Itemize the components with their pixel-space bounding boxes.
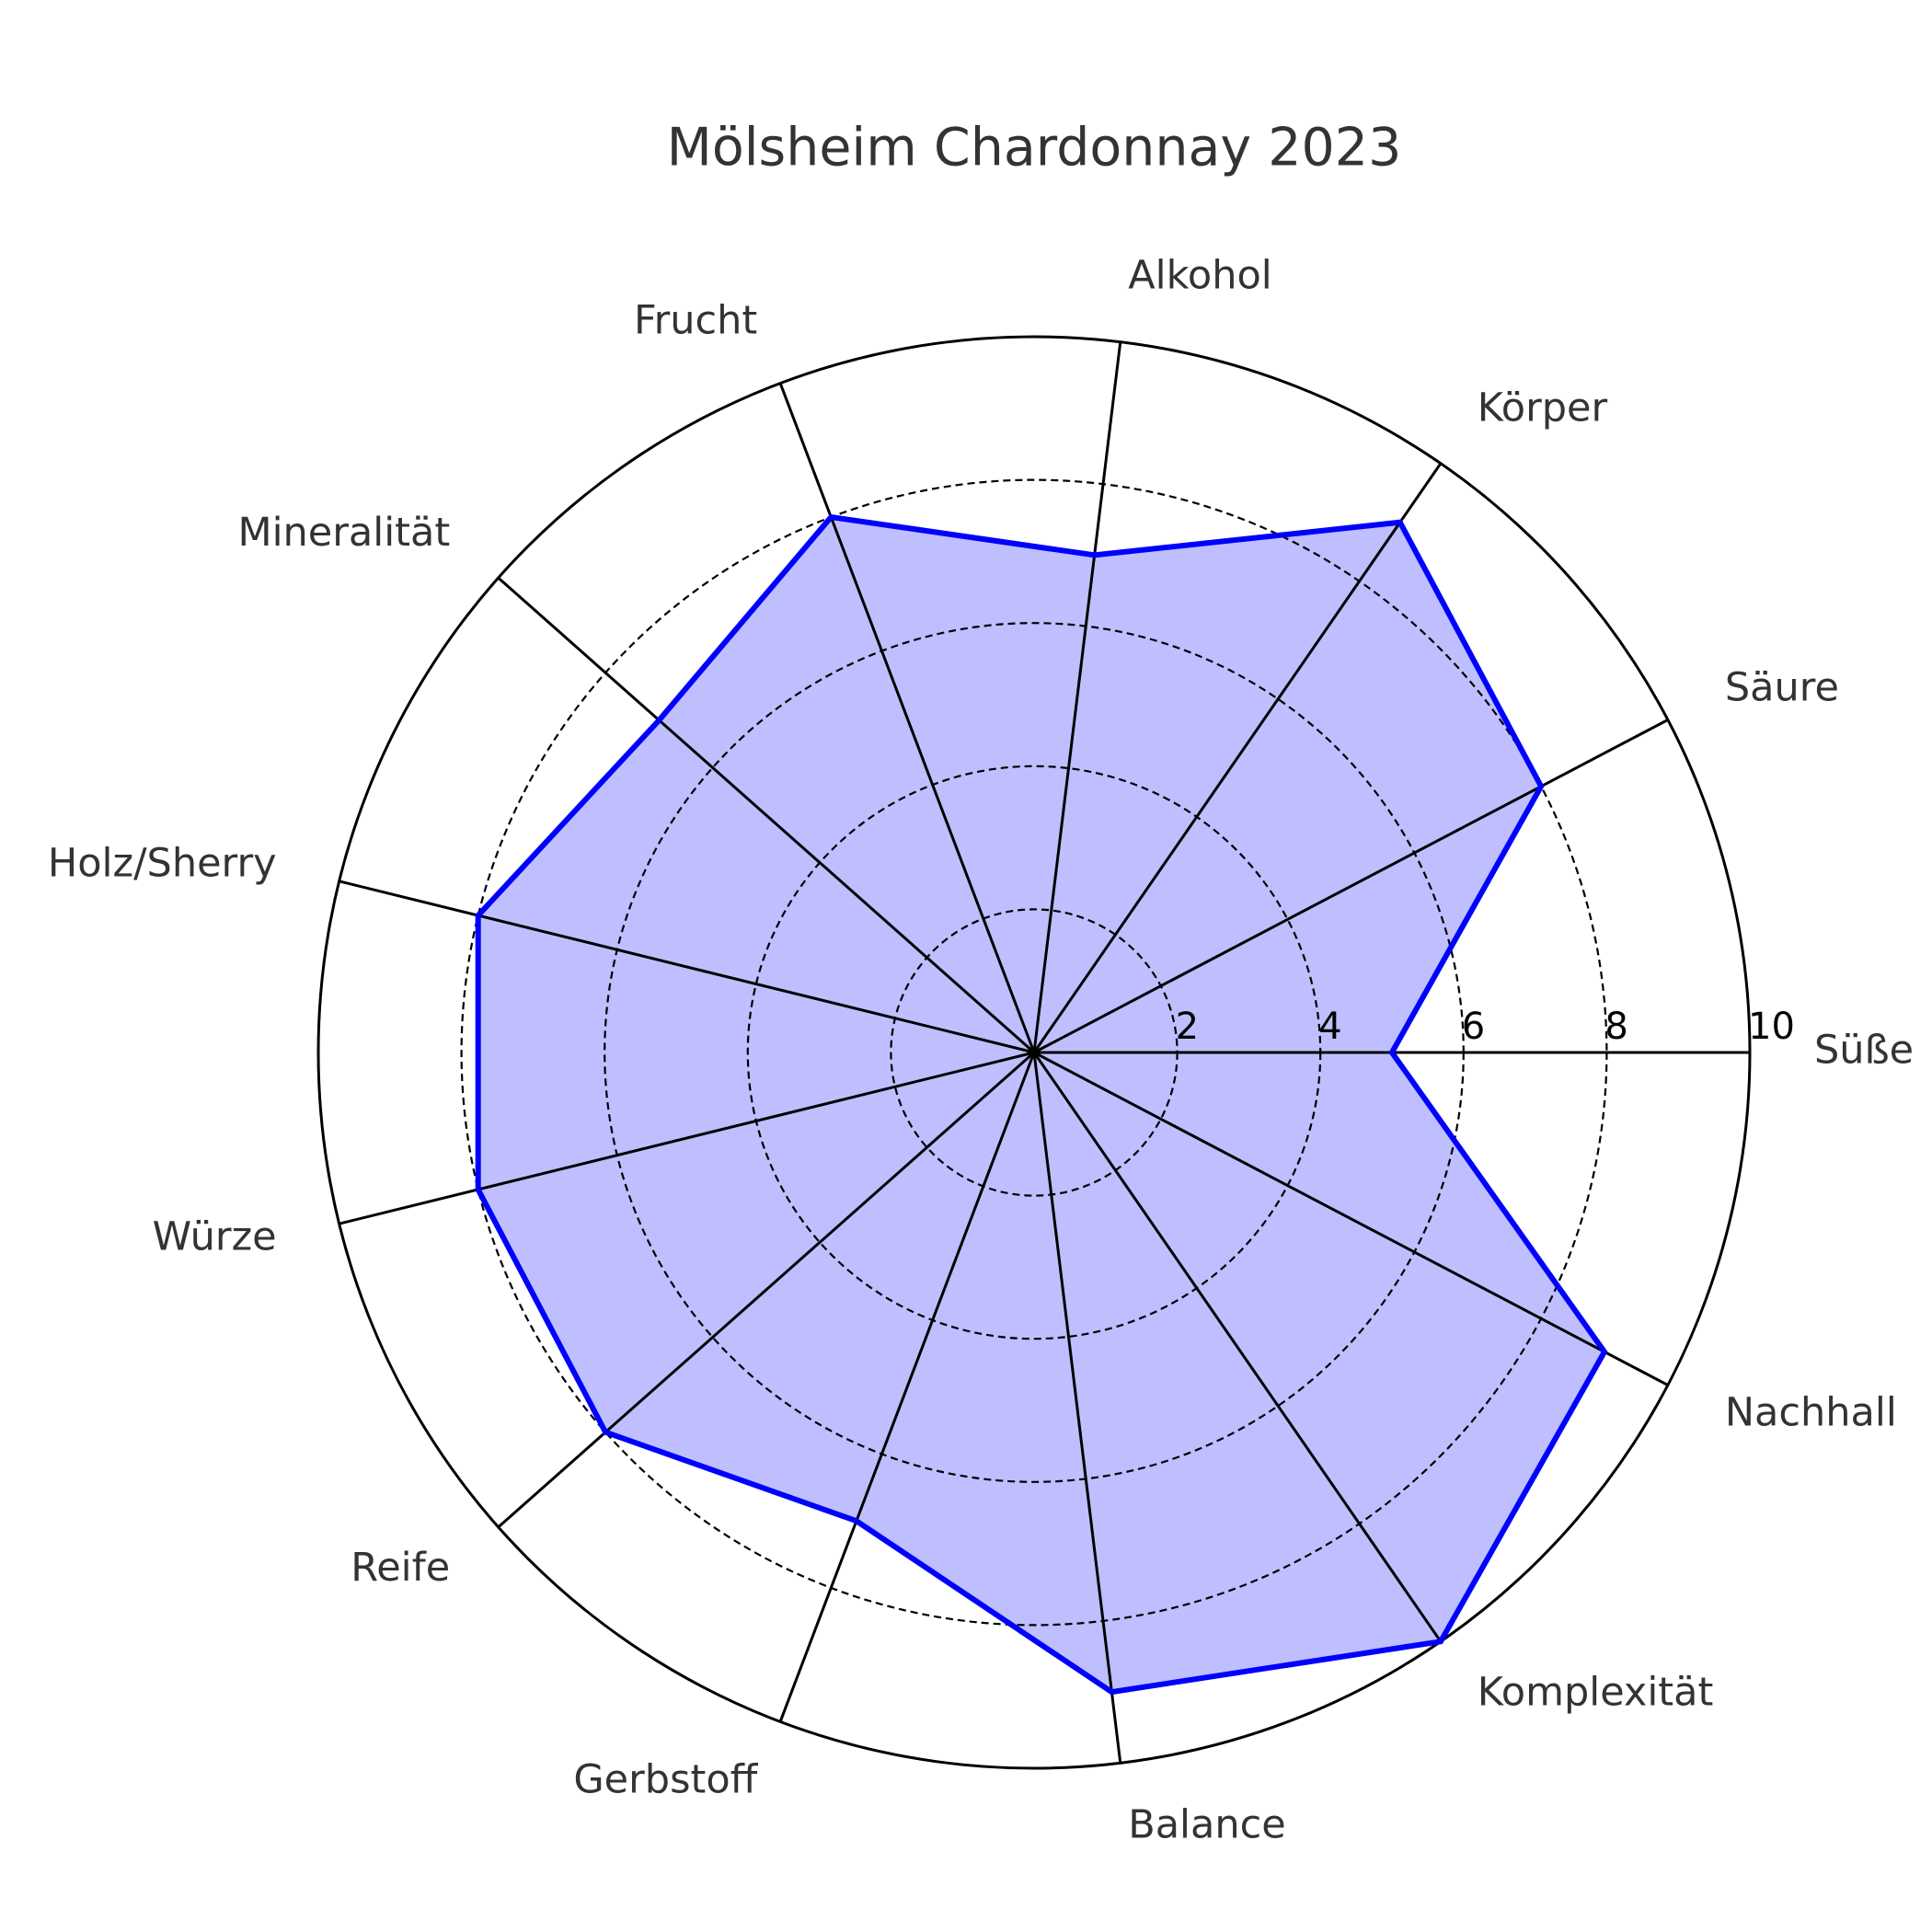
spoke — [1032, 1052, 1122, 1764]
category-label: Alkohol — [1128, 253, 1272, 299]
r-tick-label: 10 — [1748, 1006, 1795, 1048]
category-label: Balance — [1128, 1801, 1286, 1847]
category-label: Mineralität — [237, 510, 450, 556]
spoke — [497, 1051, 1035, 1529]
r-tick-label: 6 — [1462, 1006, 1485, 1048]
r-tick-label: 4 — [1318, 1006, 1341, 1048]
spoke — [778, 1052, 1036, 1722]
category-label: Komplexität — [1478, 1669, 1714, 1715]
category-label: Frucht — [634, 298, 757, 344]
category-label: Säure — [1725, 664, 1839, 710]
spoke — [1032, 1052, 1443, 1643]
spoke — [1033, 719, 1669, 1054]
r-tick-label: 8 — [1604, 1006, 1627, 1048]
spoke — [339, 880, 1035, 1054]
spoke — [1033, 1051, 1669, 1386]
r-tick-label: 2 — [1176, 1006, 1199, 1048]
spoke — [778, 383, 1036, 1053]
spoke — [1032, 341, 1122, 1053]
category-label: Gerbstoff — [573, 1756, 758, 1802]
category-label: Süße — [1814, 1028, 1914, 1074]
category-label: Reife — [351, 1545, 450, 1591]
chart-title: Mölsheim Chardonnay 2023 — [667, 118, 1402, 178]
data-line — [475, 513, 1608, 1696]
category-label: Holz/Sherry — [48, 841, 277, 887]
spoke — [497, 576, 1035, 1054]
category-label: Würze — [153, 1213, 277, 1259]
category-label: Nachhall — [1725, 1390, 1897, 1436]
category-label: Körper — [1478, 385, 1608, 431]
spoke — [339, 1051, 1035, 1225]
spoke — [1032, 462, 1443, 1053]
